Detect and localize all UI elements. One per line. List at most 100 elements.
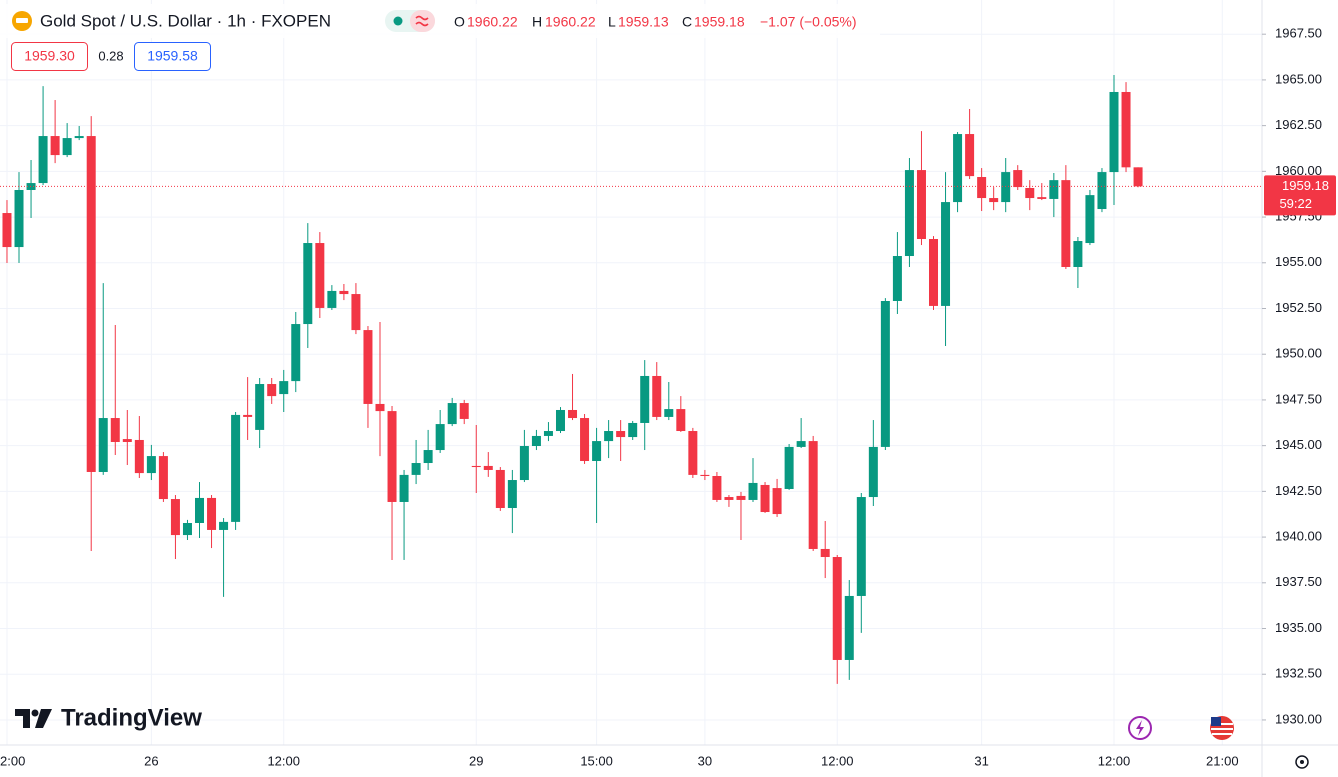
candle-body <box>291 324 301 382</box>
candle-body <box>592 441 602 462</box>
candle-body <box>700 474 710 477</box>
y-tick-label: 1932.50 <box>1275 666 1322 681</box>
candle-body <box>652 375 662 417</box>
candle-body <box>604 431 614 442</box>
last-price-box <box>1264 175 1336 216</box>
candle-body <box>182 522 192 536</box>
candle-body <box>1121 91 1131 168</box>
candle-body <box>904 170 914 257</box>
y-tick-label: 1942.50 <box>1275 483 1322 498</box>
candle-body <box>170 499 180 536</box>
y-tick-label: 1962.50 <box>1275 117 1322 132</box>
candle-body <box>1133 167 1143 187</box>
candle-body <box>279 381 289 395</box>
ohlc-label: H <box>532 14 542 30</box>
legend-bg <box>0 4 880 38</box>
candle-body <box>892 256 902 301</box>
ohlc-value: 1959.18 <box>694 14 745 30</box>
axes: 1930.00 1932.50 1935.00 1937.50 1940.00 1942.… <box>0 26 1336 768</box>
ohlc-label: L <box>608 14 616 30</box>
delayed-icon <box>415 15 429 27</box>
y-tick-label: 1955.00 <box>1275 254 1322 269</box>
candle-body <box>471 465 481 468</box>
change: −1.07 (−0.05%) <box>760 14 857 30</box>
events-icon[interactable] <box>1128 716 1152 740</box>
ask[interactable]: 1959.58 <box>147 48 198 64</box>
candle-body <box>315 243 325 308</box>
candle-body <box>796 441 806 447</box>
candle-body <box>339 290 349 295</box>
candle-body <box>146 456 156 474</box>
x-tick-label: 29 <box>469 753 483 768</box>
candle-body <box>760 484 770 513</box>
candle-body <box>62 138 72 156</box>
y-tick-label: 1937.50 <box>1275 574 1322 589</box>
candle-body <box>664 409 674 417</box>
candle-body <box>507 480 517 509</box>
candle-body <box>977 177 987 199</box>
y-tick-label: 1930.00 <box>1275 711 1322 726</box>
candle-body <box>459 403 469 419</box>
grid <box>0 0 1262 745</box>
candle-body <box>941 202 951 306</box>
candle-body <box>929 239 939 306</box>
market-open-dot <box>393 16 403 26</box>
candle-body <box>38 136 48 184</box>
candle-body <box>820 548 830 558</box>
candle-body <box>495 469 505 509</box>
ohlc-label: O <box>454 14 465 30</box>
candle-body <box>303 243 313 325</box>
candle-body <box>207 497 217 530</box>
y-tick-label: 1965.00 <box>1275 71 1322 86</box>
candle-body <box>74 136 84 139</box>
candle-body <box>1061 180 1071 267</box>
candle-body <box>267 384 277 397</box>
candle-body <box>387 411 397 502</box>
candle-body <box>14 189 24 248</box>
candles <box>0 74 1262 684</box>
x-tick-label: 12:00 <box>1098 753 1131 768</box>
candle-body <box>447 403 457 425</box>
y-tick-label: 1967.50 <box>1275 26 1322 41</box>
candle-body <box>543 431 553 436</box>
settings-icon[interactable] <box>1295 755 1309 769</box>
candle-body <box>483 465 493 470</box>
candle-body <box>676 409 686 432</box>
candle-body <box>255 384 265 430</box>
candle-body <box>844 595 854 660</box>
y-tick-label: 1947.50 <box>1275 391 1322 406</box>
brand-name: TradingView <box>61 704 202 731</box>
y-tick-label: 1945.00 <box>1275 437 1322 452</box>
candle-body <box>375 403 385 412</box>
candle-body <box>784 446 794 489</box>
sell-box[interactable] <box>11 42 88 71</box>
candle-body <box>628 422 638 438</box>
symbol-title: Gold Spot / U.S. Dollar · 1h · FXOPEN <box>40 11 331 30</box>
candle-body <box>580 418 590 462</box>
settings-icon-center <box>1300 760 1304 764</box>
y-tick-label: 1952.50 <box>1275 300 1322 315</box>
y-tick-label: 1950.00 <box>1275 346 1322 361</box>
buy-box[interactable] <box>134 42 211 71</box>
candle-body <box>519 446 529 481</box>
brand-logo <box>15 709 52 728</box>
candle-body <box>86 136 96 472</box>
events-icon-bolt <box>1136 720 1144 736</box>
candle-body <box>1001 172 1011 203</box>
candle-body <box>243 414 253 417</box>
candle-body <box>50 136 60 156</box>
bid[interactable]: 1959.30 <box>24 48 75 64</box>
x-tick-label: 30 <box>698 753 712 768</box>
candle-body <box>134 439 144 474</box>
x-tick-label: 21:00 <box>1206 753 1239 768</box>
x-tick-label: 26 <box>144 753 158 768</box>
x-tick-label: 12:00 <box>267 753 300 768</box>
candle-body <box>965 134 975 177</box>
candle-body <box>916 170 926 240</box>
candle-body <box>1109 91 1119 173</box>
candle-body <box>411 463 421 475</box>
candle-body <box>122 439 132 442</box>
candle-body <box>989 198 999 203</box>
candle-body <box>327 290 337 308</box>
candle-body <box>363 330 373 404</box>
